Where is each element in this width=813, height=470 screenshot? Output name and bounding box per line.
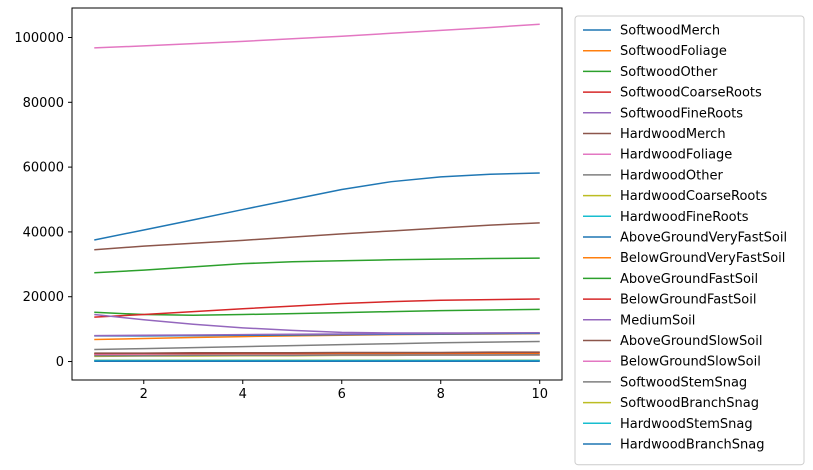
series-line-abovegroundslowsoil: [94, 351, 540, 354]
legend-label: SoftwoodOther: [620, 65, 718, 80]
legend-label: AboveGroundFastSoil: [620, 272, 758, 287]
legend-label: AboveGroundSlowSoil: [620, 334, 763, 349]
series-line-hardwoodmerch: [94, 222, 540, 251]
series-line-hardwoodfoliage: [94, 23, 540, 49]
legend-label: HardwoodFineRoots: [620, 210, 749, 225]
legend-label: HardwoodCoarseRoots: [620, 189, 767, 204]
legend-label: SoftwoodFineRoots: [620, 106, 743, 121]
series-line-softwoodcoarseroots: [94, 298, 540, 318]
legend-label: HardwoodStemSnag: [620, 417, 753, 432]
legend-label: SoftwoodStemSnag: [620, 375, 747, 390]
y-tick-label: 80000: [23, 96, 64, 111]
x-tick-label: 2: [140, 387, 148, 402]
legend-label: SoftwoodCoarseRoots: [620, 86, 762, 101]
series-line-softwoodstemsnag: [94, 353, 540, 357]
legend-label: MediumSoil: [620, 313, 695, 328]
y-tick-label: 60000: [23, 161, 64, 176]
legend-label: SoftwoodFoliage: [620, 44, 727, 59]
legend-label: BelowGroundSlowSoil: [620, 355, 761, 370]
legend-frame: [574, 15, 805, 466]
x-tick-label: 10: [531, 387, 548, 402]
legend-label: AboveGroundVeryFastSoil: [620, 231, 787, 246]
y-axis: 0 20000 40000 60000 80000 100000: [14, 31, 72, 370]
legend-label: HardwoodFoliage: [620, 148, 732, 163]
series-line-softwoodother: [94, 308, 540, 316]
legend-label: HardwoodBranchSnag: [620, 438, 764, 453]
legend-label: HardwoodOther: [620, 168, 723, 183]
legend-label: SoftwoodMerch: [620, 24, 720, 39]
legend-label: BelowGroundFastSoil: [620, 293, 756, 308]
y-tick-label: 0: [56, 355, 64, 370]
series-line-softwoodfineroots: [94, 313, 540, 334]
plot-frame: [71, 7, 563, 381]
series-line-mediumsoil: [94, 331, 540, 337]
series-line-softwoodmerch: [94, 172, 540, 241]
y-tick-label: 40000: [23, 225, 64, 240]
legend-label: SoftwoodBranchSnag: [620, 396, 759, 411]
y-tick-label: 20000: [23, 290, 64, 305]
legend-label: BelowGroundVeryFastSoil: [620, 251, 785, 266]
legend-label: HardwoodMerch: [620, 127, 726, 142]
x-tick-label: 8: [437, 387, 445, 402]
series-line-belowgroundveryfastsoil: [94, 352, 540, 356]
x-axis: 2 4 6 8 10: [140, 380, 548, 402]
series-line-abovegroundfastsoil: [94, 257, 540, 274]
y-tick-label: 100000: [14, 31, 64, 46]
series-line-hardwoodother: [94, 340, 540, 351]
x-tick-label: 4: [239, 387, 247, 402]
legend: SoftwoodMerch SoftwoodFoliage SoftwoodOthe…: [574, 15, 805, 466]
plot-lines: [94, 23, 540, 362]
x-tick-label: 6: [338, 387, 346, 402]
